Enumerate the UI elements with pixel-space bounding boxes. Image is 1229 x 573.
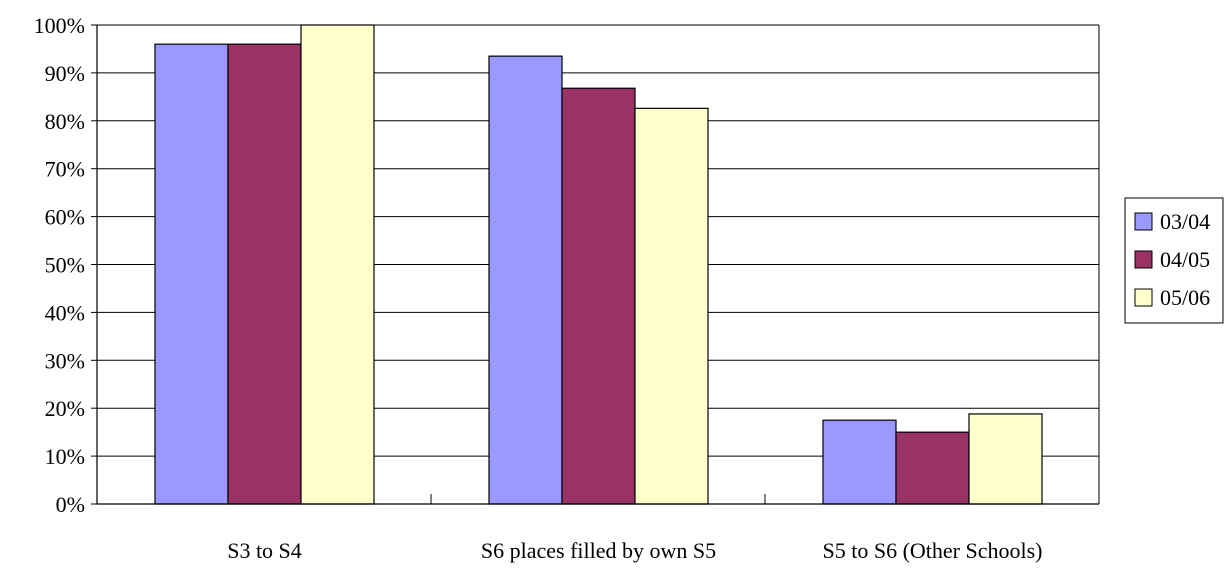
y-tick-label: 80%: [45, 109, 85, 134]
x-category-label: S3 to S4: [227, 538, 302, 563]
x-category-label: S5 to S6 (Other Schools): [823, 538, 1043, 563]
y-tick-label: 30%: [45, 348, 85, 373]
bar-03-04-2: [822, 419, 897, 505]
legend-label: 04/05: [1160, 247, 1210, 272]
bar-04-05-1: [561, 87, 636, 505]
y-tick-label: 60%: [45, 205, 85, 230]
bar-03-04-0: [154, 43, 229, 505]
bar-04-05-2: [895, 431, 970, 505]
y-tick-label: 50%: [45, 253, 85, 278]
bar-05-06-1: [634, 107, 709, 505]
y-tick-label: 20%: [45, 396, 85, 421]
bar-05-06-2: [968, 413, 1043, 505]
y-tick-label: 100%: [34, 13, 85, 38]
legend: 03/04 04/05 05/06: [1124, 197, 1224, 324]
bar-04-05-0: [227, 43, 302, 505]
y-tick-label: 10%: [45, 444, 85, 469]
bar-05-06-0: [300, 24, 375, 505]
legend-swatch: [1134, 288, 1153, 307]
legend-label: 05/06: [1160, 285, 1210, 310]
axes: [91, 24, 1100, 505]
y-tick-label: 0%: [56, 492, 85, 517]
y-tick-label: 70%: [45, 157, 85, 182]
legend-swatch: [1134, 212, 1153, 231]
y-tick-label: 40%: [45, 300, 85, 325]
y-tick-labels: 0% 10% 20% 30% 40% 50% 60% 70% 80% 90% 100%: [34, 13, 85, 517]
y-tick-label: 90%: [45, 61, 85, 86]
bar-03-04-1: [488, 55, 563, 505]
legend-label: 03/04: [1160, 209, 1210, 234]
legend-swatch: [1134, 250, 1153, 269]
x-category-labels: S3 to S4 S6 places filled by own S5 S5 to …: [227, 538, 1042, 563]
x-category-label: S6 places filled by own S5: [481, 538, 716, 563]
